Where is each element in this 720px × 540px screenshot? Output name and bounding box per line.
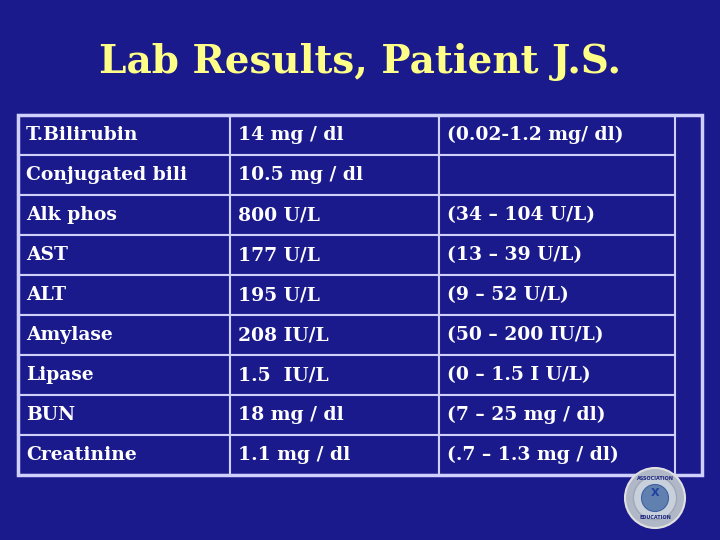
Bar	[438, 115, 675, 155]
Text: Amylase: Amylase	[26, 326, 113, 344]
Text: Lipase: Lipase	[26, 366, 94, 384]
Bar	[18, 395, 230, 435]
Text: 1.1 mg / dl: 1.1 mg / dl	[238, 446, 351, 464]
Text: (50 – 200 IU/L): (50 – 200 IU/L)	[446, 326, 603, 344]
Text: Lab Results, Patient J.S.: Lab Results, Patient J.S.	[99, 43, 621, 81]
Text: 10.5 mg / dl: 10.5 mg / dl	[238, 166, 363, 184]
Text: 800 U/L: 800 U/L	[238, 206, 320, 224]
Bar	[438, 275, 675, 315]
Text: 1.5  IU/L: 1.5 IU/L	[238, 366, 328, 384]
Text: EDUCATION: EDUCATION	[639, 515, 671, 520]
Text: (.7 – 1.3 mg / dl): (.7 – 1.3 mg / dl)	[446, 446, 618, 464]
Bar	[438, 395, 675, 435]
Bar	[438, 435, 675, 475]
Bar	[230, 155, 438, 195]
Text: (7 – 25 mg / dl): (7 – 25 mg / dl)	[446, 406, 605, 424]
Text: 208 IU/L: 208 IU/L	[238, 326, 328, 344]
Bar	[18, 235, 230, 275]
Bar	[18, 275, 230, 315]
Text: X: X	[651, 489, 660, 498]
Text: ALT: ALT	[26, 286, 66, 304]
Bar	[18, 155, 230, 195]
Text: (0 – 1.5 I U/L): (0 – 1.5 I U/L)	[446, 366, 590, 384]
Bar	[18, 435, 230, 475]
Text: Conjugated bili: Conjugated bili	[26, 166, 187, 184]
Text: (34 – 104 U/L): (34 – 104 U/L)	[446, 206, 595, 224]
Text: ASSOCIATION: ASSOCIATION	[636, 476, 673, 481]
Bar	[230, 275, 438, 315]
Text: Creatinine: Creatinine	[26, 446, 137, 464]
Text: BUN: BUN	[26, 406, 75, 424]
Text: T.Bilirubin: T.Bilirubin	[26, 126, 138, 144]
Circle shape	[625, 468, 685, 528]
Bar	[438, 315, 675, 355]
Circle shape	[642, 484, 668, 511]
Bar	[230, 395, 438, 435]
Text: 195 U/L: 195 U/L	[238, 286, 320, 304]
Text: AST: AST	[26, 246, 68, 264]
Text: (9 – 52 U/L): (9 – 52 U/L)	[446, 286, 568, 304]
Bar	[18, 315, 230, 355]
Text: 18 mg / dl: 18 mg / dl	[238, 406, 343, 424]
Bar	[230, 355, 438, 395]
Bar	[230, 195, 438, 235]
Text: (13 – 39 U/L): (13 – 39 U/L)	[446, 246, 582, 264]
Bar	[230, 315, 438, 355]
Bar	[438, 355, 675, 395]
Bar	[230, 235, 438, 275]
Bar	[438, 195, 675, 235]
Bar	[18, 115, 230, 155]
Text: 177 U/L: 177 U/L	[238, 246, 320, 264]
Bar	[438, 155, 675, 195]
Text: 14 mg / dl: 14 mg / dl	[238, 126, 343, 144]
Text: Alk phos: Alk phos	[26, 206, 117, 224]
Bar	[230, 435, 438, 475]
Bar	[230, 115, 438, 155]
Text: (0.02-1.2 mg/ dl): (0.02-1.2 mg/ dl)	[446, 126, 623, 144]
Bar	[18, 115, 702, 475]
Circle shape	[634, 476, 677, 519]
Bar	[18, 195, 230, 235]
Bar	[18, 355, 230, 395]
Bar	[438, 235, 675, 275]
